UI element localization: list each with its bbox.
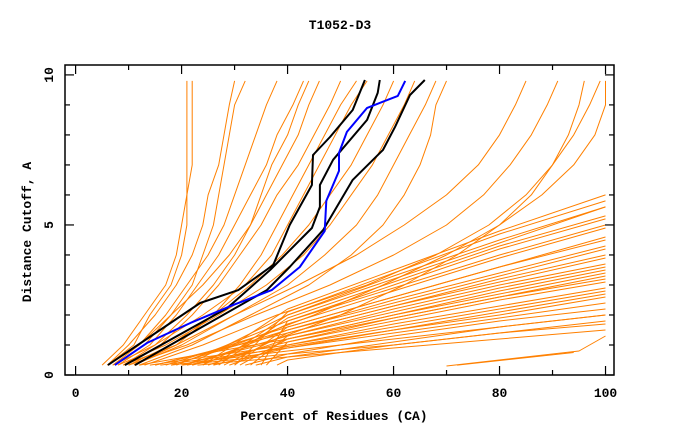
plot-frame [64,64,615,376]
model-series-line [192,245,606,366]
model-series-line [144,80,585,366]
model-series-line [223,257,606,366]
x-tick-label: 40 [280,386,296,401]
model-series-line [160,302,606,366]
model-series-line [213,206,606,366]
model-series-line [101,80,193,366]
highlight-series-line [114,80,407,366]
reference-series-line [134,79,426,366]
model-series-line [112,80,278,366]
model-series-line [107,80,188,366]
model-series-line [239,269,606,366]
chart-title: T1052-D3 [309,18,372,33]
y-axis-label: Distance Cutoff, A [20,162,35,303]
y-tick-label: 5 [42,221,57,229]
model-series-line [112,80,246,366]
model-series-line [202,194,606,366]
reference-series-line [107,79,366,366]
model-series-line [457,352,574,366]
model-series-line [154,80,606,366]
model-series-line [276,320,606,366]
model-series-line [133,80,357,366]
model-series-line [234,236,606,366]
model-series-line [139,80,447,366]
model-series-line [128,80,395,366]
x-axis-label: Percent of Residues (CA) [240,409,427,424]
model-series-line [123,80,310,366]
model-series-line [123,80,527,366]
model-series-line [128,80,559,366]
y-tick-label: 10 [42,67,57,83]
model-series-line [107,80,236,366]
model-series-line [133,80,437,366]
model-series-line [260,218,606,366]
x-tick-label: 80 [492,386,508,401]
axes-group: 0 20 40 60 80 100 0 5 10 [42,64,618,401]
model-series-line [181,266,606,366]
model-series-line [255,314,606,366]
model-series-line [123,80,342,366]
x-tick-label: 100 [594,386,618,401]
x-tick-label: 0 [72,386,80,401]
y-tick-label: 0 [42,371,57,379]
model-series-line [176,224,606,366]
x-tick-label: 60 [386,386,402,401]
model-series-line [266,275,606,366]
model-series-line [149,290,606,366]
model-series-line [446,335,606,367]
series-group [101,79,606,367]
x-tick-label: 20 [174,386,190,401]
model-series-line [186,293,606,366]
